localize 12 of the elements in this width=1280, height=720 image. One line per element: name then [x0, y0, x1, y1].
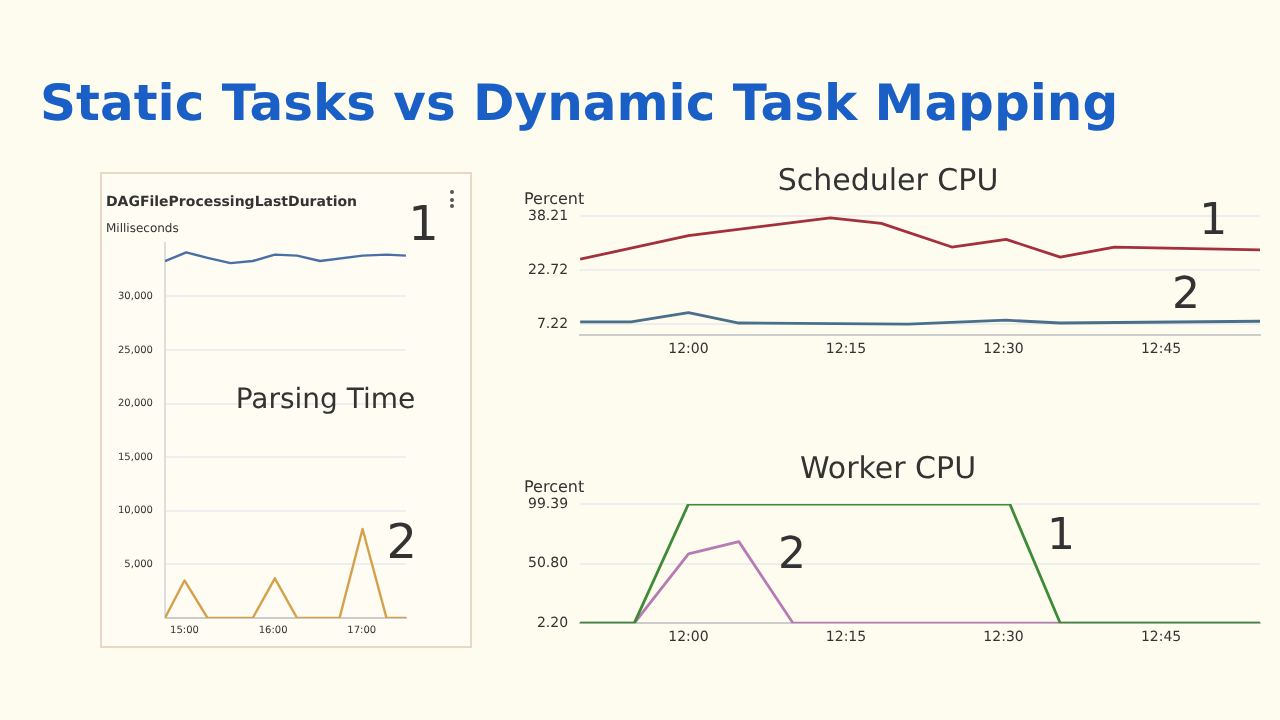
series-label: 2	[386, 513, 418, 570]
chart-title: Worker CPU	[799, 449, 977, 486]
y-axis-title: Percent	[524, 478, 585, 497]
text: Static Tasks vs Dynamic Task Mapping	[40, 72, 1121, 136]
y-axis-title: Percent	[524, 190, 585, 209]
series-label: 1	[408, 195, 439, 252]
annotation: Parsing Time	[235, 383, 416, 416]
series-label: 2	[1172, 269, 1201, 320]
series-label: 1	[1199, 195, 1228, 246]
chart-title: Scheduler CPU	[777, 161, 999, 198]
series-label: 2	[777, 529, 806, 580]
series-label: 1	[1047, 511, 1076, 562]
